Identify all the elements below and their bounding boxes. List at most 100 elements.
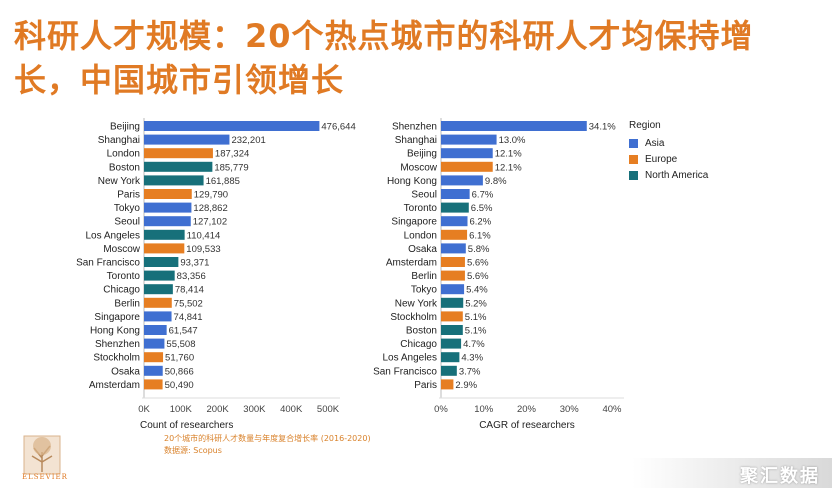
legend-swatch-north-america xyxy=(629,170,638,180)
bar xyxy=(144,284,173,295)
logo-text: ELSEVIER xyxy=(22,473,68,481)
data-label: 9.8% xyxy=(485,176,507,187)
x-axis-label: CAGR of researchers xyxy=(479,420,575,431)
data-label: 6.2% xyxy=(470,217,492,228)
bar xyxy=(441,216,468,227)
bar xyxy=(144,121,320,131)
category-label: Amsterdam xyxy=(386,258,437,269)
bar xyxy=(441,134,497,145)
legend: Region Asia Europe North America xyxy=(629,120,708,183)
category-label: Amsterdam xyxy=(89,380,140,391)
category-label: London xyxy=(404,230,437,241)
x-tick-label: 40% xyxy=(602,404,622,415)
bar xyxy=(441,338,462,349)
bar xyxy=(144,379,163,390)
category-label: Paris xyxy=(117,190,140,201)
category-label: London xyxy=(107,149,140,160)
category-label: Stockholm xyxy=(93,353,140,364)
bar xyxy=(144,148,213,159)
category-label: Osaka xyxy=(408,244,437,255)
bar xyxy=(144,270,175,281)
category-label: Tokyo xyxy=(411,285,438,296)
footnote: 20个城市的科研人才数量与年度复合增长率 (2016-2020) 数据源: Sc… xyxy=(164,433,371,457)
data-label: 5.8% xyxy=(468,244,490,255)
category-label: Boston xyxy=(109,162,140,173)
category-label: Moscow xyxy=(103,244,140,255)
data-label: 161,885 xyxy=(206,176,240,187)
category-label: San Francisco xyxy=(76,258,140,269)
bar xyxy=(144,202,192,213)
legend-label: North America xyxy=(645,169,709,181)
data-label: 128,862 xyxy=(193,203,227,214)
x-tick-label: 200K xyxy=(207,404,230,415)
category-label: Toronto xyxy=(107,271,141,282)
data-label: 51,760 xyxy=(165,353,194,364)
x-tick-label: 500K xyxy=(317,404,340,415)
category-label: Berlin xyxy=(411,271,437,282)
bar xyxy=(144,365,163,376)
bar xyxy=(144,257,179,267)
bar xyxy=(441,148,493,159)
category-label: Shanghai xyxy=(395,135,437,146)
legend-swatch-europe xyxy=(629,154,638,164)
category-label: Paris xyxy=(414,380,437,391)
category-label: Hong Kong xyxy=(90,326,140,337)
category-label: Moscow xyxy=(400,162,437,173)
data-label: 5.2% xyxy=(465,298,487,309)
bar xyxy=(441,121,587,131)
bar xyxy=(441,202,469,213)
category-label: Boston xyxy=(406,326,437,337)
category-label: Shanghai xyxy=(98,135,140,146)
category-label: Chicago xyxy=(400,339,437,350)
elsevier-tree-logo xyxy=(23,435,61,475)
x-tick-label: 0K xyxy=(138,404,150,415)
footnote-source: 数据源: Scopus xyxy=(164,446,222,455)
data-label: 5.6% xyxy=(467,258,489,269)
category-label: Shenzhen xyxy=(392,122,437,133)
bar xyxy=(144,297,172,308)
data-label: 2.9% xyxy=(455,380,477,391)
data-label: 185,779 xyxy=(214,162,248,173)
category-label: Chicago xyxy=(103,285,140,296)
x-tick-label: 400K xyxy=(280,404,303,415)
bar xyxy=(144,338,165,349)
watermark: 聚汇数据 xyxy=(632,458,832,488)
category-label: Berlin xyxy=(114,298,140,309)
data-label: 6.7% xyxy=(472,190,494,201)
bar xyxy=(441,189,470,199)
bar xyxy=(144,216,191,227)
data-label: 74,841 xyxy=(174,312,203,323)
data-label: 5.1% xyxy=(465,326,487,337)
bar xyxy=(441,379,454,390)
bar xyxy=(144,134,230,145)
x-tick-label: 20% xyxy=(517,404,537,415)
footnote-caption: 20个城市的科研人才数量与年度复合增长率 (2016-2020) xyxy=(164,434,371,443)
bar xyxy=(441,229,468,240)
page-title: 科研人才规模：20个热点城市的科研人才均保持增长，中国城市引领增长 xyxy=(14,17,754,99)
category-label: Tokyo xyxy=(114,203,141,214)
category-label: Singapore xyxy=(391,217,437,228)
bar xyxy=(144,161,213,172)
x-tick-label: 0% xyxy=(434,404,448,415)
legend-item-asia: Asia xyxy=(629,135,708,151)
bar xyxy=(441,175,483,186)
bar xyxy=(441,284,465,295)
legend-label: Asia xyxy=(645,137,665,149)
category-label: San Francisco xyxy=(373,366,437,377)
data-label: 3.7% xyxy=(459,366,481,377)
category-label: Hong Kong xyxy=(387,176,437,187)
data-label: 4.7% xyxy=(463,339,485,350)
bar xyxy=(441,270,465,281)
data-label: 34.1% xyxy=(589,122,616,133)
data-label: 6.1% xyxy=(469,230,491,241)
bar xyxy=(441,365,457,376)
x-tick-label: 100K xyxy=(170,404,193,415)
bar xyxy=(441,243,466,254)
data-label: 12.1% xyxy=(495,149,522,160)
x-tick-label: 10% xyxy=(474,404,494,415)
category-label: Los Angeles xyxy=(383,353,438,364)
data-label: 109,533 xyxy=(186,244,220,255)
data-label: 5.1% xyxy=(465,312,487,323)
x-tick-label: 300K xyxy=(243,404,266,415)
data-label: 187,324 xyxy=(215,149,249,160)
